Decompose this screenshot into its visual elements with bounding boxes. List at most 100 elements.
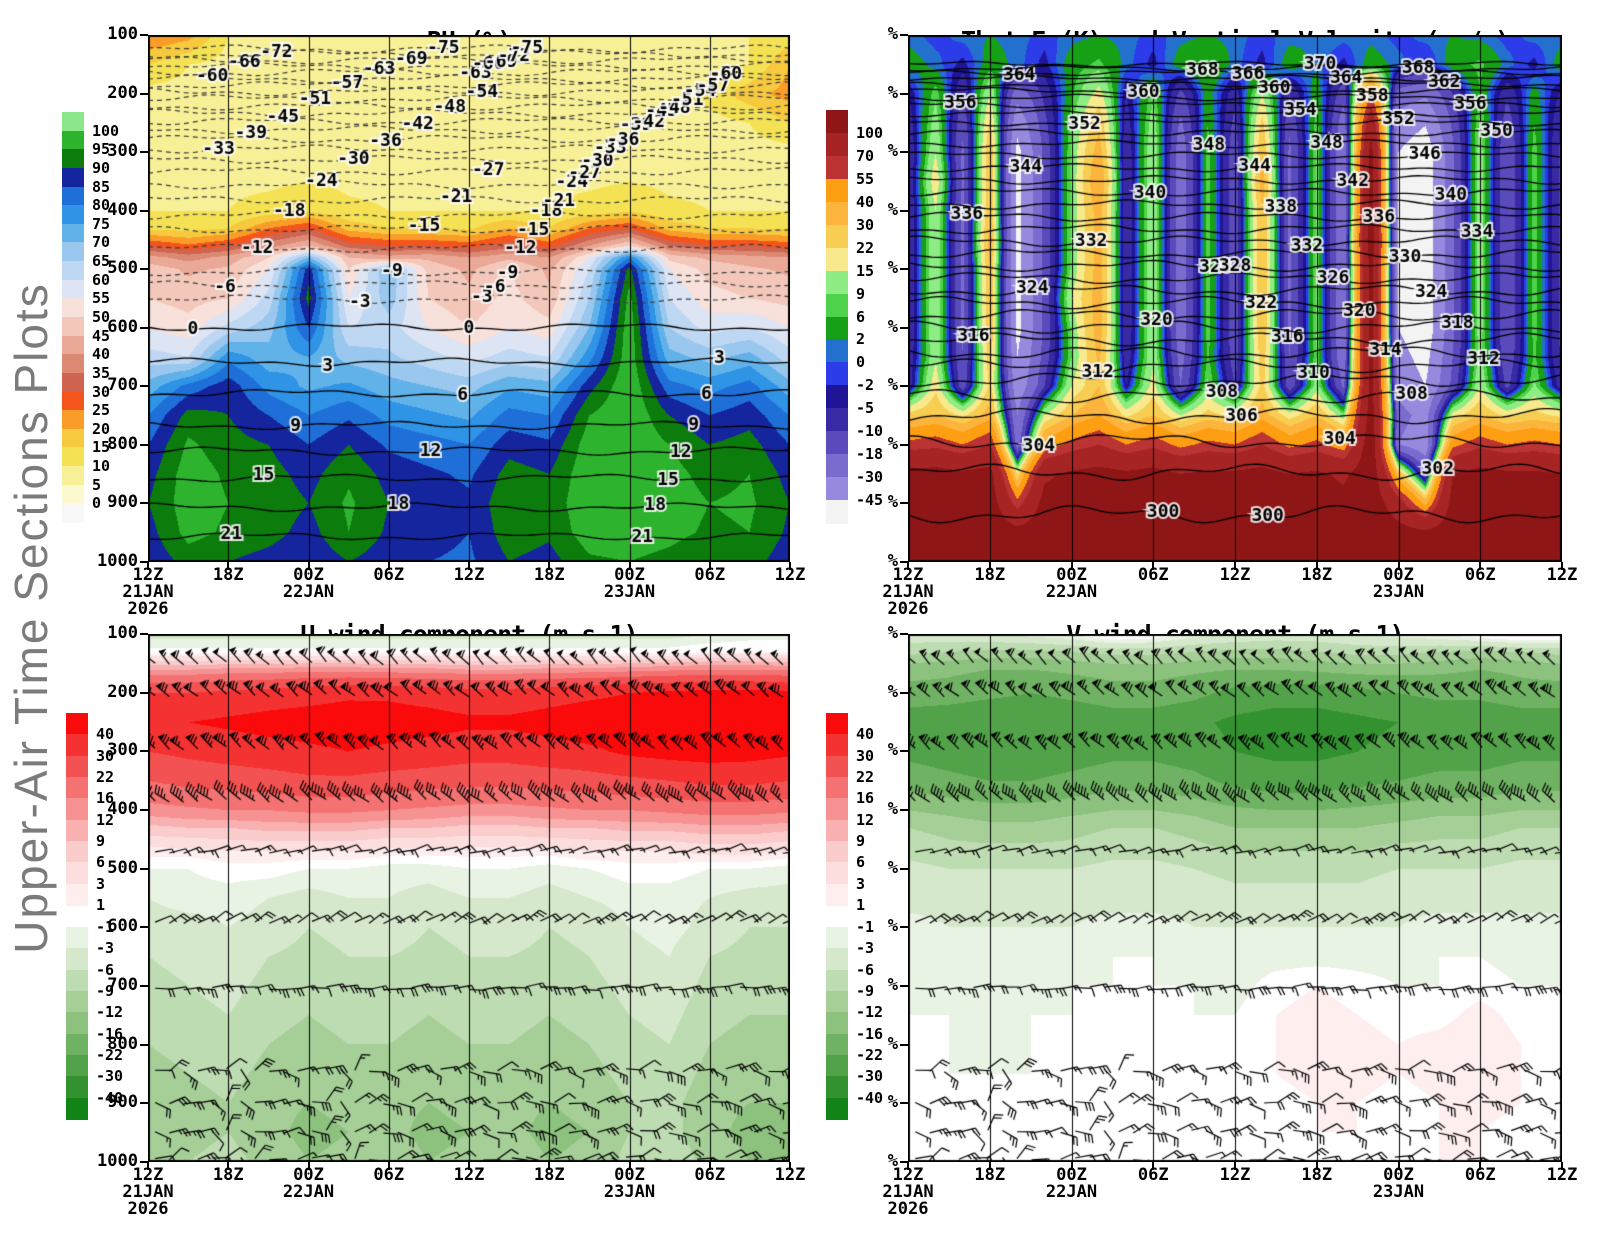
rh-colorbar-label: 5	[92, 475, 102, 494]
uwind-y-tick-label: 600	[107, 916, 138, 937]
uwind-colorbar-block	[66, 883, 88, 906]
rh-colorbar-label: 80	[92, 196, 111, 215]
vwind-y-tick	[900, 867, 908, 870]
thetae-colorbar-block	[826, 477, 848, 501]
rh-colorbar-block	[62, 466, 84, 486]
uwind-colorbar-block	[66, 734, 88, 757]
uwind-colorbar-block	[66, 969, 88, 992]
uwind-colorbar-label: 6	[96, 853, 106, 872]
vwind-colorbar-label: -1	[856, 918, 875, 936]
rh-colorbar-block	[62, 223, 84, 244]
uwind-x-tick	[468, 1162, 470, 1170]
vwind-x-date-label: 23JAN	[1372, 1182, 1425, 1202]
rh-y-tick	[140, 151, 148, 154]
thetae-y-tick-label: %	[887, 24, 898, 44]
vwind-y-tick-label: %	[887, 681, 898, 702]
rh-colorbar-block	[62, 205, 84, 225]
thetae-colorbar-block	[826, 500, 848, 524]
rh-y-tick	[140, 209, 148, 212]
thetae-colorbar-label: 70	[856, 146, 875, 165]
vwind-y-tick-label: %	[887, 1092, 898, 1113]
thetae-y-tick-label: %	[887, 258, 898, 279]
vwind-x-tick-label: 12Z	[892, 1165, 924, 1185]
thetae-colorbar-label: -10	[856, 422, 884, 441]
thetae-x-tick	[1315, 562, 1318, 570]
uwind-y-tick	[140, 867, 148, 870]
uwind-colorbar-block	[66, 1055, 88, 1077]
vwind-colorbar-label: 12	[856, 810, 875, 829]
vwind-x-tick	[1561, 1162, 1563, 1170]
vwind-x-tick	[907, 1162, 909, 1170]
vwind-x-date-label: 21JAN	[882, 1182, 934, 1202]
uwind-colorbar-label: 1	[96, 896, 106, 914]
vwind-colorbar-label: 6	[856, 853, 866, 872]
thetae-y-tick	[900, 209, 908, 212]
rh-y-tick-label: 300	[107, 141, 138, 162]
thetae-y-tick-label: %	[887, 82, 898, 103]
uwind-colorbar-label: 9	[96, 832, 106, 850]
uwind-colorbar-label: 16	[96, 789, 115, 808]
thetae-colorbar-block	[826, 132, 848, 157]
vwind-y-tick	[900, 985, 908, 987]
uwind-x-date-label: 23JAN	[603, 1182, 656, 1202]
rh-colorbar-label: 50	[92, 308, 111, 326]
thetae-colorbar-label: 55	[856, 169, 875, 188]
uwind-x-tick-label: 00Z	[614, 1165, 645, 1185]
uwind-colorbar-label: 3	[96, 874, 106, 893]
uwind-x-tick	[708, 1162, 711, 1170]
thetae-x-tick-label: 06Z	[1137, 565, 1169, 585]
rh-colorbar-block	[62, 130, 84, 150]
vwind-colorbar-label: 22	[856, 768, 875, 786]
uwind-colorbar-block	[66, 755, 88, 778]
rh-y-tick	[140, 502, 148, 505]
rh-colorbar-block	[62, 242, 84, 262]
vwind-colorbar-block	[826, 862, 848, 885]
rh-y-tick	[140, 561, 148, 563]
rh-x-tick	[628, 562, 631, 570]
rh-colorbar-label: 55	[92, 289, 111, 308]
vwind-colorbar-label: 40	[856, 725, 875, 744]
thetae-y-tick	[900, 326, 908, 329]
thetae-x-date-label: 21JAN	[882, 582, 934, 602]
rh-colorbar-label: 90	[92, 158, 111, 177]
thetae-colorbar-label: 30	[856, 215, 875, 234]
thetae-colorbar-label: -45	[856, 491, 884, 510]
vwind-colorbar-label: 16	[856, 789, 875, 808]
rh-colorbar-label: 95	[92, 140, 111, 159]
vwind-y-tick	[900, 633, 908, 635]
vwind-x-tick-label: 18Z	[974, 1165, 1006, 1185]
thetae-y-tick	[900, 385, 908, 388]
vwind-colorbar-label: 30	[856, 746, 875, 765]
rh-y-tick	[140, 385, 148, 388]
uwind-x-date-label: 2026	[127, 1199, 169, 1219]
rh-y-tick-label: 900	[107, 492, 138, 513]
vwind-x-tick	[1397, 1162, 1400, 1170]
thetae-colorbar-block	[826, 316, 848, 341]
thetae-x-tick	[1397, 562, 1400, 570]
vwind-y-tick	[900, 750, 908, 753]
thetae-x-tick-label: 00Z	[1056, 565, 1087, 585]
uwind-y-tick-label: 300	[107, 740, 138, 761]
uwind-y-tick	[140, 691, 148, 694]
rh-colorbar-label: 15	[92, 438, 111, 457]
vwind-x-date-label: 22JAN	[1045, 1182, 1098, 1202]
thetae-y-tick-label: %	[887, 141, 898, 162]
uwind-colorbar-label: -30	[96, 1067, 124, 1086]
uwind-colorbar-block	[66, 841, 88, 863]
thetae-x-tick-label: 12Z	[1219, 565, 1251, 585]
rh-y-tick-label: 700	[107, 375, 138, 396]
thetae-colorbar-block	[826, 339, 848, 363]
rh-y-tick-label: 1000	[97, 551, 138, 571]
uwind-x-tick	[548, 1162, 551, 1170]
uwind-colorbar-block	[66, 819, 88, 842]
thetae-y-tick-label: %	[887, 199, 898, 220]
vwind-y-tick-label: %	[887, 740, 898, 761]
rh-x-tick-label: 12Z	[132, 565, 164, 585]
thetae-colorbar-label: -5	[856, 399, 875, 418]
uwind-y-tick	[140, 809, 148, 811]
thetae-y-tick-label: %	[887, 551, 898, 571]
uwind-colorbar-label: 30	[96, 746, 115, 765]
uwind-plot-canvas	[148, 634, 790, 1162]
thetae-x-tick	[1152, 562, 1155, 570]
